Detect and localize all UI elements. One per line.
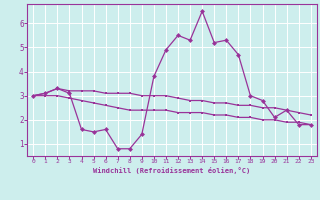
X-axis label: Windchill (Refroidissement éolien,°C): Windchill (Refroidissement éolien,°C) bbox=[93, 167, 251, 174]
